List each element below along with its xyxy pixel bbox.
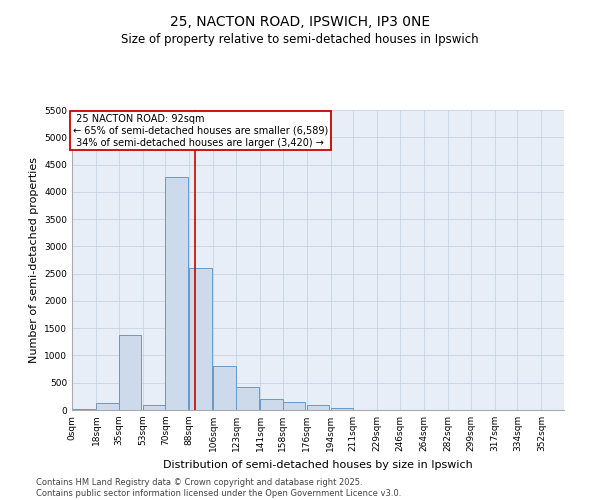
Bar xyxy=(214,366,236,410)
Y-axis label: Number of semi-detached properties: Number of semi-detached properties xyxy=(29,157,38,363)
Text: 25 NACTON ROAD: 92sqm
← 65% of semi-detached houses are smaller (6,589)
 34% of : 25 NACTON ROAD: 92sqm ← 65% of semi-deta… xyxy=(73,114,329,148)
Bar xyxy=(283,402,305,410)
Bar xyxy=(331,408,353,410)
Bar xyxy=(166,176,188,410)
Text: Contains HM Land Registry data © Crown copyright and database right 2025.
Contai: Contains HM Land Registry data © Crown c… xyxy=(36,478,401,498)
Bar xyxy=(260,399,283,410)
X-axis label: Distribution of semi-detached houses by size in Ipswich: Distribution of semi-detached houses by … xyxy=(163,460,473,469)
Bar xyxy=(143,405,166,410)
Text: Size of property relative to semi-detached houses in Ipswich: Size of property relative to semi-detach… xyxy=(121,32,479,46)
Bar xyxy=(190,268,212,410)
Bar xyxy=(72,409,95,410)
Bar xyxy=(96,403,119,410)
Bar xyxy=(307,405,329,410)
Bar xyxy=(236,386,259,410)
Bar xyxy=(119,334,142,410)
Text: 25, NACTON ROAD, IPSWICH, IP3 0NE: 25, NACTON ROAD, IPSWICH, IP3 0NE xyxy=(170,15,430,29)
